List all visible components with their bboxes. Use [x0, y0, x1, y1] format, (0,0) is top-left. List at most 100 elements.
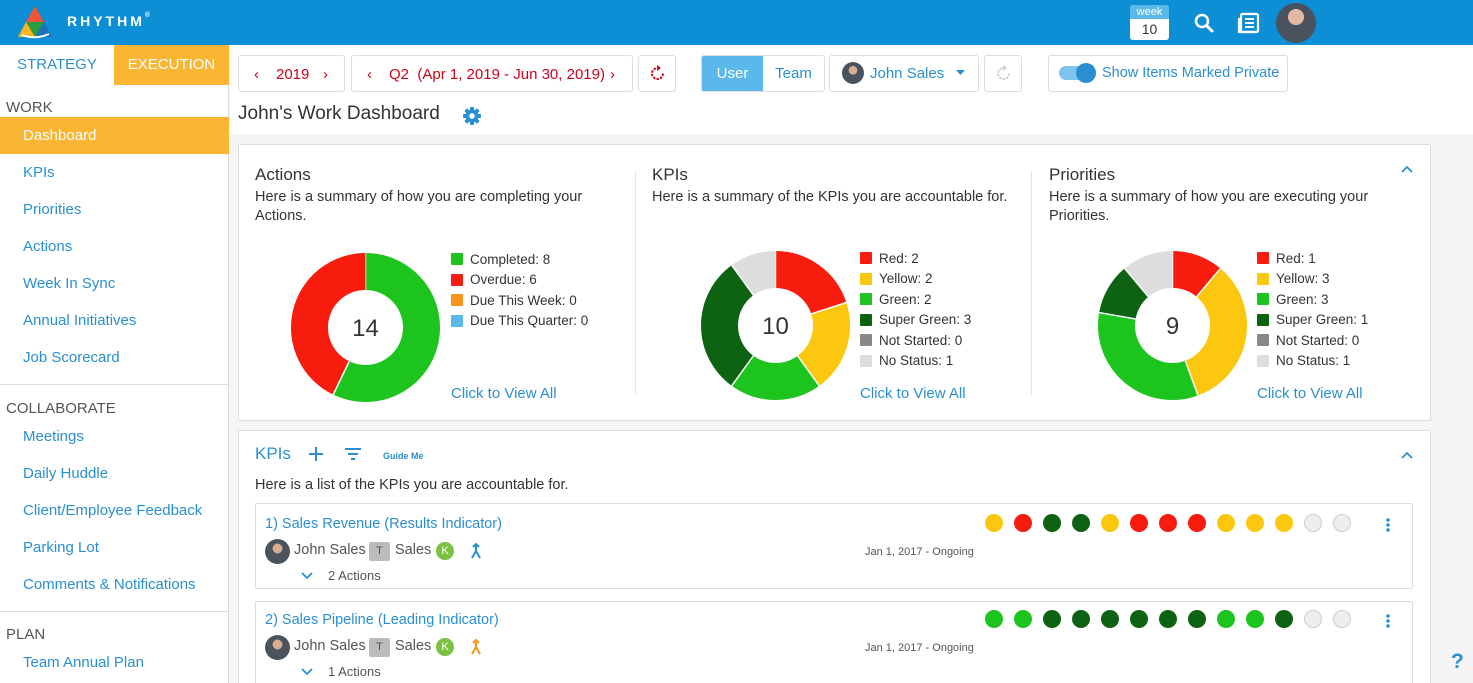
more-options-icon[interactable] [1386, 614, 1390, 628]
kpi-status-dot[interactable] [1246, 514, 1264, 532]
sidebar-item-actions[interactable]: Actions [23, 238, 73, 255]
legend-swatch [860, 272, 872, 285]
user-avatar[interactable] [1276, 3, 1316, 43]
sidebar-item-meetings[interactable]: Meetings [23, 428, 84, 445]
legend-swatch [860, 313, 872, 326]
expand-actions-chevron-icon[interactable] [301, 668, 313, 676]
execution-tab[interactable]: EXECUTION [114, 45, 229, 85]
kpis-slice[interactable] [731, 251, 777, 296]
kpi-status-dot[interactable] [1188, 514, 1206, 532]
kpi-status-dot[interactable] [1014, 514, 1032, 532]
team-tab[interactable]: Team [775, 65, 812, 82]
priorities-slice[interactable] [1171, 251, 1221, 298]
kpi-status-dot[interactable] [1304, 514, 1322, 532]
kpi-status-dot[interactable] [1043, 514, 1061, 532]
next-year-chevron-icon[interactable]: › [323, 66, 328, 83]
kpi-status-dot[interactable] [1072, 514, 1090, 532]
kpis-slice[interactable] [774, 251, 847, 315]
priorities-slice[interactable] [1184, 268, 1247, 396]
settings-gear-icon[interactable] [462, 106, 482, 126]
kpi-status-dot[interactable] [1333, 514, 1351, 532]
kpi-status-dot[interactable] [1072, 610, 1090, 628]
sidebar-item-annual-initiatives[interactable]: Annual Initiatives [23, 312, 137, 329]
help-question-icon[interactable]: ? [1451, 650, 1464, 673]
kpi-status-dot[interactable] [1101, 514, 1119, 532]
priorities-slice[interactable] [1099, 268, 1150, 320]
actions-donut-chart[interactable]: 14 [290, 252, 441, 403]
sidebar-item-parking-lot[interactable]: Parking Lot [23, 539, 99, 556]
actions-view-all-link[interactable]: Click to View All [451, 385, 557, 402]
kpis-slice[interactable] [731, 355, 820, 400]
kpi-name[interactable]: 2) Sales Pipeline (Leading Indicator) [265, 612, 499, 628]
collapse-kpi-list-chevron-icon[interactable] [1401, 451, 1413, 459]
more-options-icon[interactable] [1386, 518, 1390, 532]
week-indicator[interactable]: week 10 [1130, 5, 1169, 40]
filter-icon[interactable] [345, 448, 361, 460]
search-icon[interactable] [1192, 11, 1216, 35]
reset-period-button[interactable] [638, 55, 676, 92]
priorities-slice[interactable] [1124, 251, 1174, 298]
legend-item: Completed: 8 [451, 249, 588, 270]
kpi-status-dot[interactable] [1101, 610, 1119, 628]
kpi-row[interactable]: 2) Sales Pipeline (Leading Indicator) Jo… [255, 601, 1413, 683]
kpi-status-dot[interactable] [1159, 514, 1177, 532]
kpi-status-dot[interactable] [1130, 514, 1148, 532]
kpi-status-dot[interactable] [1217, 610, 1235, 628]
rhythm-logo-icon[interactable] [16, 4, 54, 40]
actions-slice[interactable] [333, 253, 440, 402]
priorities-view-all-link[interactable]: Click to View All [1257, 385, 1363, 402]
sidebar-item-feedback[interactable]: Client/Employee Feedback [23, 502, 203, 519]
slice-separator [731, 355, 755, 387]
prev-quarter-chevron-icon[interactable]: ‹ [367, 66, 372, 83]
user-dropdown[interactable]: John Sales [829, 55, 979, 92]
kpi-status-dot[interactable] [1014, 610, 1032, 628]
private-items-toggle[interactable] [1059, 63, 1096, 83]
kpis-donut-chart[interactable]: 10 [700, 250, 851, 401]
kpi-status-dot[interactable] [1217, 514, 1235, 532]
guide-me-link[interactable]: Guide Me [383, 451, 424, 461]
kpi-name[interactable]: 1) Sales Revenue (Results Indicator) [265, 516, 502, 532]
prev-year-chevron-icon[interactable]: ‹ [254, 66, 259, 83]
kpi-row[interactable]: 1) Sales Revenue (Results Indicator) Joh… [255, 503, 1413, 589]
kpi-actions-count[interactable]: 1 Actions [328, 664, 381, 679]
priorities-total: 9 [1166, 313, 1179, 340]
kpi-status-dot[interactable] [985, 514, 1003, 532]
legend-item: No Status: 1 [1257, 351, 1368, 372]
kpi-status-dot[interactable] [1304, 610, 1322, 628]
strategy-tab[interactable]: STRATEGY [0, 45, 114, 85]
sidebar-item-daily-huddle[interactable]: Daily Huddle [23, 465, 109, 482]
kpi-status-dot[interactable] [1246, 610, 1264, 628]
kpis-slice[interactable] [701, 265, 755, 386]
kpi-status-dot[interactable] [1043, 610, 1061, 628]
kpis-view-all-link[interactable]: Click to View All [860, 385, 966, 402]
add-kpi-plus-icon[interactable] [309, 447, 323, 461]
user-tab[interactable]: User [702, 56, 763, 91]
sidebar-item-priorities[interactable]: Priorities [23, 201, 82, 218]
reset-user-button[interactable] [984, 55, 1022, 92]
kpi-status-dot[interactable] [1275, 514, 1293, 532]
sidebar-item-week-in-sync[interactable]: Week In Sync [23, 275, 116, 292]
legend-label: Yellow: 3 [1276, 271, 1330, 287]
news-icon[interactable] [1237, 11, 1261, 35]
kpi-status-dot[interactable] [1159, 610, 1177, 628]
kpis-slice[interactable] [796, 302, 850, 386]
slice-separator [1184, 360, 1199, 396]
priorities-donut-chart[interactable]: 9 [1097, 250, 1248, 401]
kpi-status-dot[interactable] [1333, 610, 1351, 628]
sidebar-item-dashboard[interactable]: Dashboard [0, 117, 229, 154]
kpi-status-dot[interactable] [1130, 610, 1148, 628]
next-quarter-chevron-icon[interactable]: › [610, 66, 615, 83]
kpi-actions-count[interactable]: 2 Actions [328, 568, 381, 583]
legend-swatch [1257, 334, 1269, 347]
kpi-status-dot[interactable] [985, 610, 1003, 628]
sidebar-item-comments-notifications[interactable]: Comments & Notifications [23, 576, 196, 593]
sidebar-item-job-scorecard[interactable]: Job Scorecard [23, 349, 120, 366]
kpi-status-dot[interactable] [1275, 610, 1293, 628]
collapse-summary-chevron-icon[interactable] [1401, 165, 1413, 173]
priorities-slice[interactable] [1098, 312, 1198, 400]
sidebar-item-kpis[interactable]: KPIs [23, 164, 55, 181]
actions-slice[interactable] [291, 253, 367, 395]
sidebar-item-team-annual-plan[interactable]: Team Annual Plan [23, 654, 144, 671]
kpi-status-dot[interactable] [1188, 610, 1206, 628]
expand-actions-chevron-icon[interactable] [301, 572, 313, 580]
